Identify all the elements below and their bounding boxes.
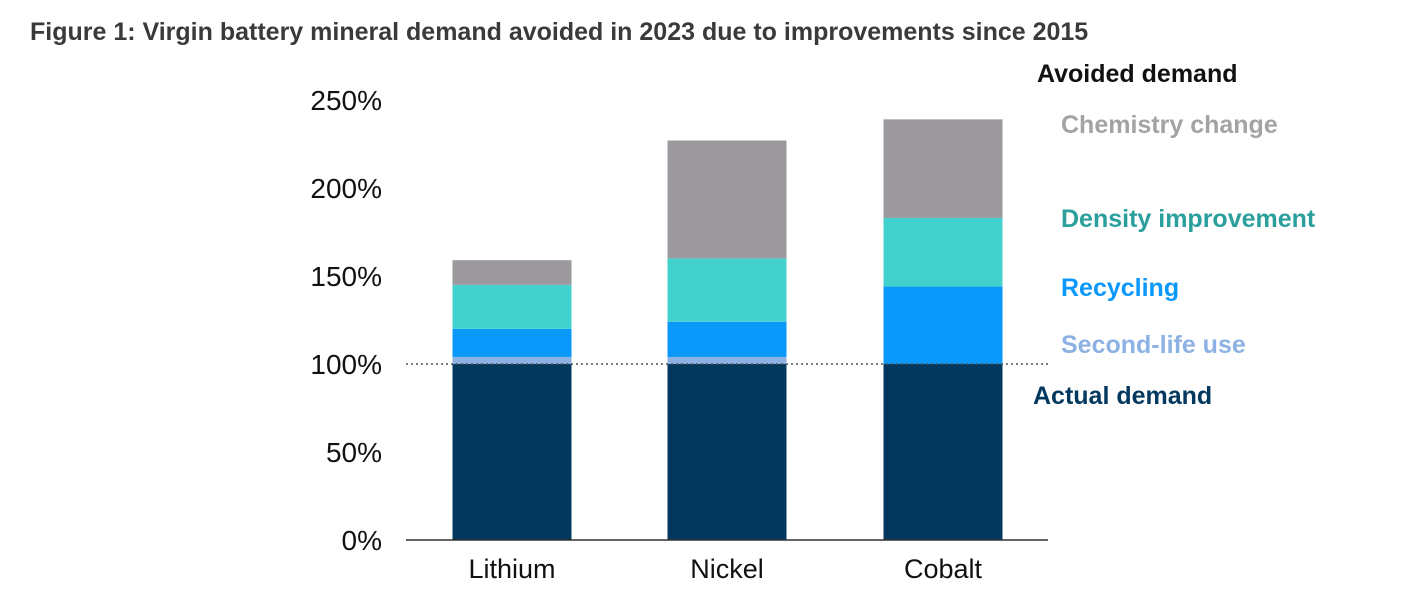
- y-tick-label: 100%: [310, 349, 382, 380]
- figure-title: Figure 1: Virgin battery mineral demand …: [30, 18, 1089, 46]
- y-tick-label: 250%: [310, 85, 382, 116]
- bar-nickel-second-life: [667, 356, 787, 364]
- bar-nickel-chemistry: [667, 140, 787, 259]
- x-tick-label-nickel: Nickel: [690, 554, 764, 584]
- bar-stack-lithium: [452, 260, 572, 540]
- bar-nickel-recycling: [667, 321, 787, 357]
- legend-heading: Avoided demand: [1037, 60, 1238, 88]
- y-tick-label: 150%: [310, 261, 382, 292]
- bar-stack-nickel: [667, 140, 787, 540]
- legend-density-improvement: Density improvement: [1061, 205, 1316, 233]
- x-axis: Lithium Nickel Cobalt: [468, 554, 982, 584]
- legend-recycling: Recycling: [1061, 274, 1179, 302]
- bar-stacks: [452, 119, 1003, 540]
- bar-lithium-recycling: [452, 328, 572, 357]
- x-tick-label-cobalt: Cobalt: [904, 554, 983, 584]
- legend-chemistry-change: Chemistry change: [1061, 111, 1278, 139]
- legend-second-life-use: Second-life use: [1061, 331, 1246, 359]
- bar-cobalt-density: [883, 217, 1003, 287]
- y-axis: 0% 50% 100% 150% 200% 250%: [310, 85, 382, 556]
- y-tick-label: 0%: [342, 525, 382, 556]
- bar-cobalt-recycling: [883, 286, 1003, 364]
- x-tick-label-lithium: Lithium: [468, 554, 555, 584]
- y-tick-label: 200%: [310, 173, 382, 204]
- bar-lithium-second-life: [452, 356, 572, 364]
- bar-lithium-actual: [452, 364, 572, 540]
- bar-lithium-density: [452, 284, 572, 329]
- bar-nickel-actual: [667, 364, 787, 540]
- bar-cobalt-actual: [883, 364, 1003, 540]
- bar-nickel-density: [667, 258, 787, 322]
- bar-cobalt-chemistry: [883, 119, 1003, 218]
- legend-actual-demand: Actual demand: [1033, 382, 1212, 410]
- legend: Avoided demand Chemistry change Density …: [1033, 60, 1316, 410]
- y-tick-label: 50%: [326, 437, 382, 468]
- bar-stack-cobalt: [883, 119, 1003, 540]
- bar-lithium-chemistry: [452, 260, 572, 285]
